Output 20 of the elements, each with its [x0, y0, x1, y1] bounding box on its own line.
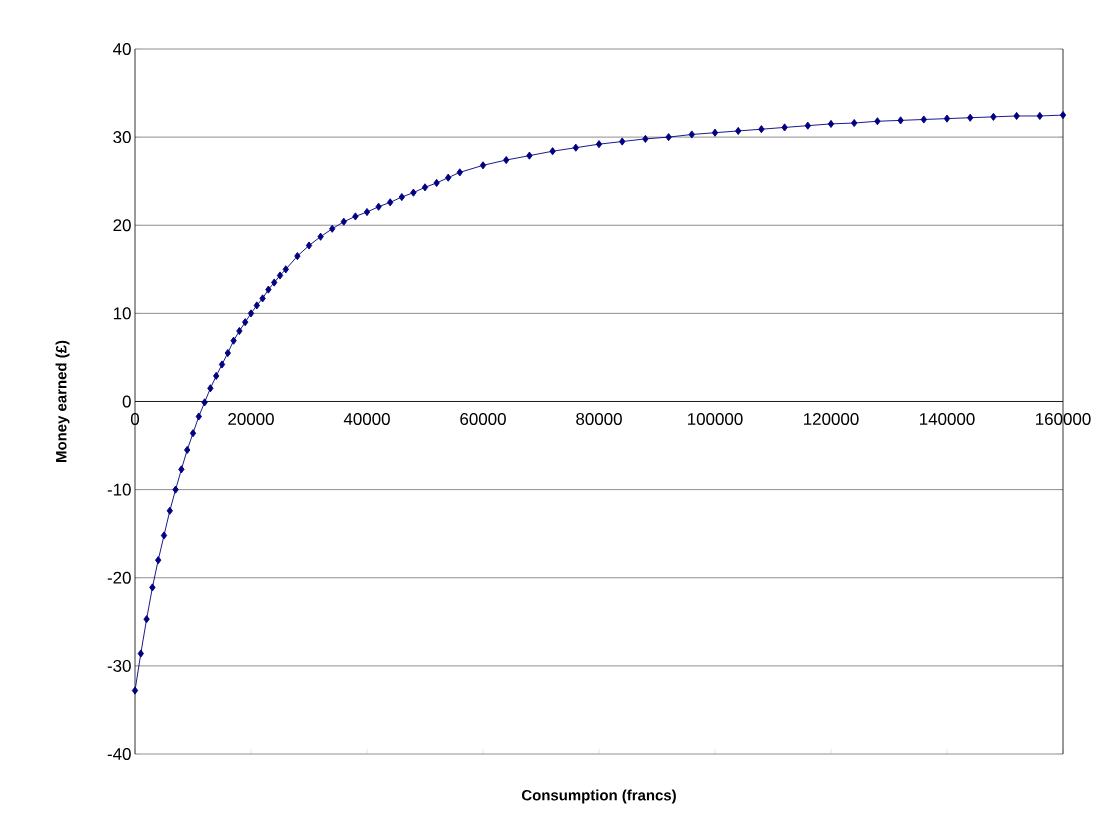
y-tick-label: 10 [113, 307, 131, 320]
y-tick-label: 0 [122, 395, 131, 408]
x-axis-title: Consumption (francs) [521, 789, 676, 804]
x-tick-label: 0 [130, 413, 140, 426]
x-tick-label: 40000 [343, 413, 390, 426]
x-tick-label: 60000 [460, 413, 506, 426]
x-tick-label: 140000 [920, 413, 975, 426]
y-tick-label: -20 [107, 571, 131, 584]
y-axis-title: Money earned (£) [55, 340, 70, 462]
y-tick-label: 30 [113, 131, 131, 144]
y-tick-label: 20 [113, 219, 131, 232]
x-tick-label: 120000 [804, 413, 859, 426]
y-tick-label: -10 [107, 483, 131, 496]
y-tick-label: -30 [107, 659, 131, 672]
x-tick-label: 80000 [576, 413, 622, 426]
x-tick-label: 100000 [688, 413, 743, 426]
x-tick-label: 20000 [228, 413, 274, 426]
y-tick-label: -40 [107, 748, 131, 760]
y-tick-label: 40 [113, 42, 131, 55]
x-tick-label: 160000 [1036, 413, 1091, 426]
